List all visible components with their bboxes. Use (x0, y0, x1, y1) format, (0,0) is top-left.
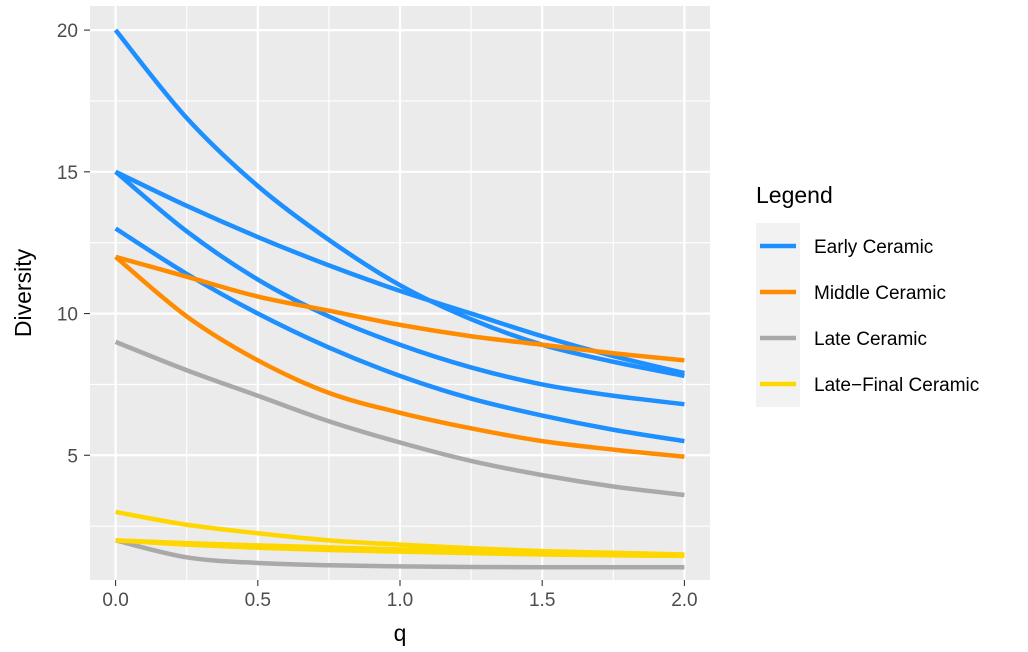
series-line (114, 339, 685, 498)
x-tick-label: 0.0 (102, 590, 128, 611)
y-axis-title: Diversity (10, 248, 36, 337)
legend-label: Early Ceramic (814, 237, 933, 258)
legend-entries: Early Ceramic Middle Ceramic Late Ceramic L… (756, 223, 979, 407)
x-tick-label: 2.0 (671, 590, 697, 611)
y-tick-label: 20 (57, 21, 78, 42)
series-line (114, 255, 685, 459)
x-tick-label: 1.0 (387, 590, 413, 611)
series-line (115, 538, 685, 559)
y-tick-label: 5 (67, 446, 78, 467)
legend-label: Middle Ceramic (814, 283, 946, 304)
legend-title: Legend (756, 182, 833, 208)
series-line (115, 538, 685, 570)
series-lines (113, 28, 685, 570)
legend-label: Late−Final Ceramic (814, 375, 979, 396)
series-line (114, 170, 685, 407)
series-line (113, 28, 685, 379)
x-tick-label: 1.5 (529, 590, 555, 611)
y-axis: 5 10 15 20 (57, 21, 90, 467)
legend-label: Late Ceramic (814, 329, 927, 350)
y-tick-label: 10 (57, 305, 78, 326)
legend: Legend Early Ceramic Middle Ceramic Late C… (756, 182, 979, 407)
x-tick-label: 0.5 (245, 590, 271, 611)
y-tick-label: 15 (57, 163, 78, 184)
x-axis: 0.0 0.5 1.0 1.5 2.0 (102, 580, 698, 611)
x-axis-title: q (394, 620, 407, 646)
series-line (114, 254, 685, 363)
